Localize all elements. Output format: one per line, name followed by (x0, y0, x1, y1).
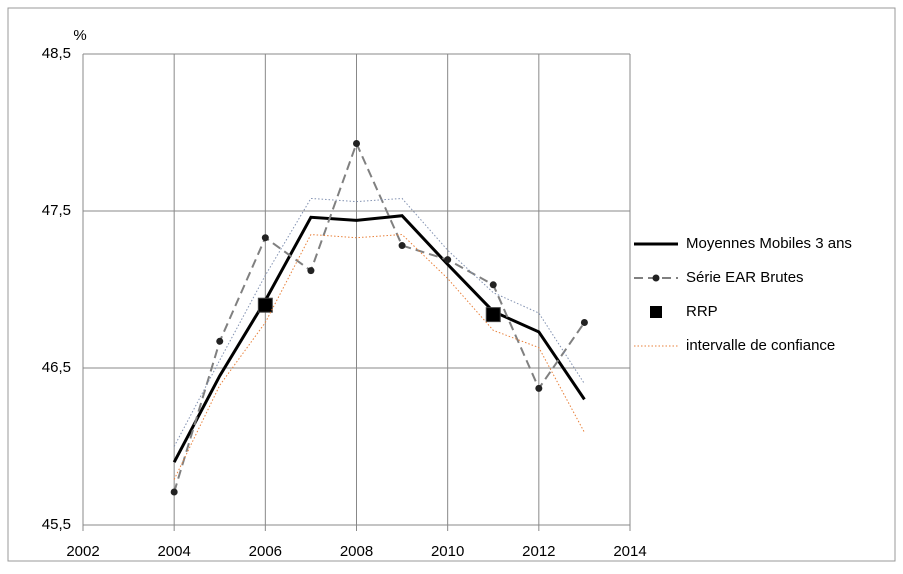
point (444, 256, 452, 264)
legend-label: intervalle de confiance (686, 337, 835, 354)
point (261, 234, 269, 242)
x-tick-label: 2008 (340, 543, 373, 560)
legend-marker (650, 306, 662, 318)
marker (485, 307, 501, 323)
series-line (173, 140, 586, 493)
legend-label: Moyennes Mobiles 3 ans (686, 235, 852, 252)
point (307, 267, 315, 275)
x-tick-label: 2006 (249, 543, 282, 560)
point (398, 242, 406, 250)
series-line (173, 234, 585, 480)
legend-label: Série EAR Brutes (686, 269, 804, 286)
x-tick-label: 2004 (157, 543, 190, 560)
point (170, 488, 178, 496)
marker (257, 297, 273, 313)
point (216, 337, 224, 345)
y-tick-label: 47,5 (42, 202, 71, 219)
chart-frame (7, 7, 896, 562)
point (353, 139, 360, 147)
x-tick-label: 2014 (613, 543, 646, 560)
x-tick-label: 2010 (431, 543, 464, 560)
y-unit: % (73, 27, 86, 44)
legend-label: RRP (686, 303, 718, 320)
point (535, 384, 543, 392)
x-tick-label: 2012 (522, 543, 555, 560)
series-line (172, 214, 586, 463)
y-tick-label: 48,5 (42, 45, 71, 62)
x-tick-label: 2002 (66, 543, 99, 560)
y-tick-label: 46,5 (42, 359, 71, 376)
y-tick-label: 45,5 (42, 516, 71, 533)
point (580, 318, 588, 326)
legend-point (652, 274, 660, 282)
point (489, 281, 497, 289)
